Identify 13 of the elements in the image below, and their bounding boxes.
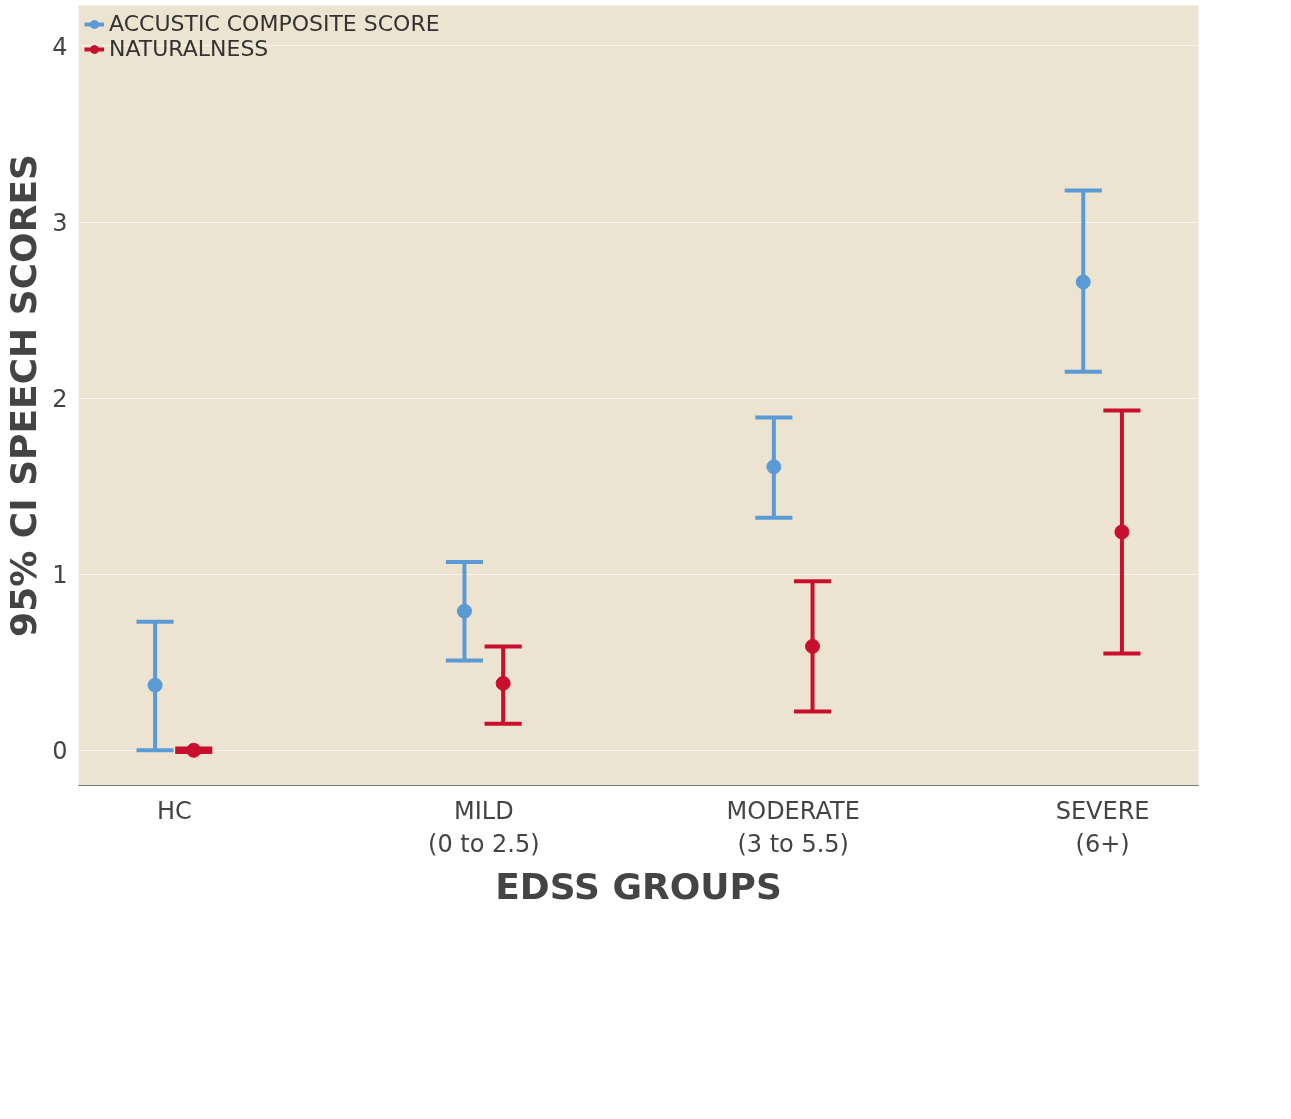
y-tick-label: 3: [52, 209, 68, 238]
y-tick-label: 0: [52, 737, 68, 766]
x-tick-label: MODERATE (3 to 5.5): [726, 796, 860, 859]
y-axis-title: 95% CI SPEECH SCORES: [3, 154, 45, 637]
x-tick-label: HC: [157, 796, 192, 825]
x-tick-label: MILD (0 to 2.5): [428, 796, 540, 859]
legend-label: ACCUSTIC COMPOSITE SCORE: [109, 11, 440, 36]
x-tick-label: SEVERE (6+): [1055, 796, 1150, 859]
y-tick-label: 4: [52, 33, 68, 61]
y-tick-label: 1: [52, 561, 68, 590]
legend-label: NATURALNESS: [109, 36, 269, 61]
x-axis-title: EDSS GROUPS: [495, 866, 782, 908]
y-tick-label: 2: [52, 385, 68, 414]
